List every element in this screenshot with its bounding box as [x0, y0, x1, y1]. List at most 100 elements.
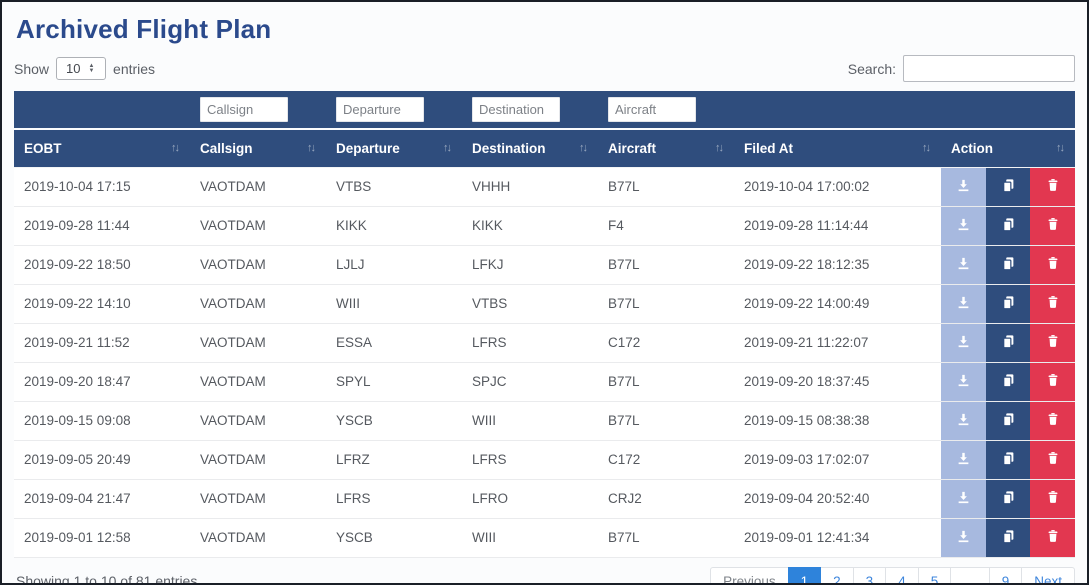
page-length-control: Show 10 ▲ ▼ entries — [14, 57, 155, 80]
table-row: 2019-09-04 21:47 VAOTDAM LFRS LFRO CRJ2 … — [14, 478, 1076, 518]
column-header-destination[interactable]: Destination ↑↓ — [462, 129, 598, 167]
column-header-departure[interactable]: Departure ↑↓ — [326, 129, 462, 167]
delete-button[interactable] — [1030, 401, 1076, 440]
download-button[interactable] — [941, 206, 986, 245]
copy-button[interactable] — [985, 323, 1031, 362]
delete-button[interactable] — [1030, 284, 1076, 323]
download-button[interactable] — [941, 323, 986, 362]
cell-action — [941, 244, 1076, 284]
cell-destination: SPJC — [462, 361, 598, 401]
copy-button[interactable] — [985, 284, 1031, 323]
delete-button[interactable] — [1030, 323, 1076, 362]
filter-input-callsign[interactable] — [200, 97, 288, 122]
copy-icon — [1001, 412, 1016, 430]
cell-eobt: 2019-09-21 11:52 — [14, 322, 190, 362]
download-icon — [956, 334, 971, 352]
filter-input-aircraft[interactable] — [608, 97, 696, 122]
cell-action — [941, 283, 1076, 323]
cell-destination: VHHH — [462, 166, 598, 206]
cell-destination: WIII — [462, 400, 598, 440]
column-header-callsign[interactable]: Callsign ↑↓ — [190, 129, 326, 167]
cell-aircraft: B77L — [598, 517, 734, 558]
cell-eobt: 2019-09-28 11:44 — [14, 205, 190, 245]
filter-cell-destination — [462, 91, 598, 130]
filter-input-departure[interactable] — [336, 97, 424, 122]
download-button[interactable] — [941, 284, 986, 323]
delete-button[interactable] — [1030, 479, 1076, 518]
column-header-aircraft[interactable]: Aircraft ↑↓ — [598, 129, 734, 167]
cell-departure: LFRS — [326, 478, 462, 518]
copy-button[interactable] — [985, 401, 1031, 440]
cell-aircraft: B77L — [598, 400, 734, 440]
pagination-item[interactable]: Next — [1021, 566, 1075, 583]
page-length-select[interactable]: 10 ▲ ▼ — [56, 57, 107, 80]
cell-action — [941, 400, 1076, 440]
pagination-item[interactable]: 5 — [917, 566, 952, 583]
table-row: 2019-09-20 18:47 VAOTDAM SPYL SPJC B77L … — [14, 361, 1076, 401]
column-header-filed-at[interactable]: Filed At ↑↓ — [734, 129, 941, 167]
cell-departure: SPYL — [326, 361, 462, 401]
filter-input-destination[interactable] — [472, 97, 560, 122]
delete-button[interactable] — [1030, 518, 1076, 557]
table-footer: Showing 1 to 10 of 81 entries Previous 1 2… — [14, 558, 1075, 583]
download-button[interactable] — [941, 167, 986, 206]
copy-button[interactable] — [985, 518, 1031, 557]
delete-button[interactable] — [1030, 362, 1076, 401]
pagination-item[interactable]: 4 — [885, 566, 919, 583]
table-row: 2019-09-22 18:50 VAOTDAM LJLJ LFKJ B77L … — [14, 244, 1076, 284]
download-button[interactable] — [941, 479, 986, 518]
delete-button[interactable] — [1030, 440, 1076, 479]
sort-icon: ↑↓ — [715, 142, 724, 155]
copy-button[interactable] — [985, 362, 1031, 401]
cell-departure: ESSA — [326, 322, 462, 362]
download-button[interactable] — [941, 401, 986, 440]
download-icon — [956, 256, 971, 274]
download-button[interactable] — [941, 518, 986, 557]
cell-destination: VTBS — [462, 283, 598, 323]
trash-icon — [1046, 412, 1060, 429]
copy-button[interactable] — [985, 245, 1031, 284]
cell-action — [941, 439, 1076, 479]
download-button[interactable] — [941, 362, 986, 401]
cell-callsign: VAOTDAM — [190, 322, 326, 362]
page-title: Archived Flight Plan — [16, 14, 272, 44]
cell-callsign: VAOTDAM — [190, 400, 326, 440]
pagination-item[interactable]: 2 — [820, 566, 854, 583]
pagination-item: … — [950, 566, 990, 583]
copy-button[interactable] — [985, 167, 1031, 206]
cell-filed-at: 2019-09-28 11:14:44 — [734, 205, 941, 245]
column-header-row: EOBT ↑↓ Callsign ↑↓ Departure ↑↓ Destinatio… — [14, 129, 1075, 167]
trash-icon — [1046, 217, 1060, 234]
trash-icon — [1046, 295, 1060, 312]
delete-button[interactable] — [1030, 167, 1076, 206]
search-input[interactable] — [903, 55, 1075, 82]
table-row: 2019-09-15 09:08 VAOTDAM YSCB WIII B77L … — [14, 400, 1076, 440]
search-label: Search: — [847, 60, 896, 77]
pagination-item[interactable]: 3 — [852, 566, 887, 583]
trash-icon — [1046, 373, 1060, 390]
download-icon — [956, 412, 971, 430]
pagination-item[interactable]: 9 — [988, 566, 1023, 583]
copy-icon — [1001, 373, 1016, 391]
download-button[interactable] — [941, 440, 986, 479]
cell-aircraft: F4 — [598, 205, 734, 245]
delete-button[interactable] — [1030, 245, 1076, 284]
table-body: 2019-10-04 17:15 VAOTDAM VTBS VHHH B77L … — [14, 166, 1076, 558]
cell-eobt: 2019-09-15 09:08 — [14, 400, 190, 440]
copy-icon — [1001, 178, 1016, 196]
column-header-action[interactable]: Action ↑↓ — [941, 129, 1075, 167]
page-length-value: 10 — [66, 61, 81, 76]
cell-callsign: VAOTDAM — [190, 478, 326, 518]
column-header-eobt[interactable]: EOBT ↑↓ — [14, 129, 190, 167]
cell-filed-at: 2019-09-15 08:38:38 — [734, 400, 941, 440]
copy-icon — [1001, 217, 1016, 235]
table-row: 2019-09-21 11:52 VAOTDAM ESSA LFRS C172 … — [14, 322, 1076, 362]
copy-button[interactable] — [985, 206, 1031, 245]
pagination-item[interactable]: 1 — [787, 566, 822, 583]
download-button[interactable] — [941, 245, 986, 284]
copy-button[interactable] — [985, 479, 1031, 518]
delete-button[interactable] — [1030, 206, 1076, 245]
copy-button[interactable] — [985, 440, 1031, 479]
pagination-item[interactable]: Previous — [710, 566, 789, 583]
cell-aircraft: B77L — [598, 244, 734, 284]
